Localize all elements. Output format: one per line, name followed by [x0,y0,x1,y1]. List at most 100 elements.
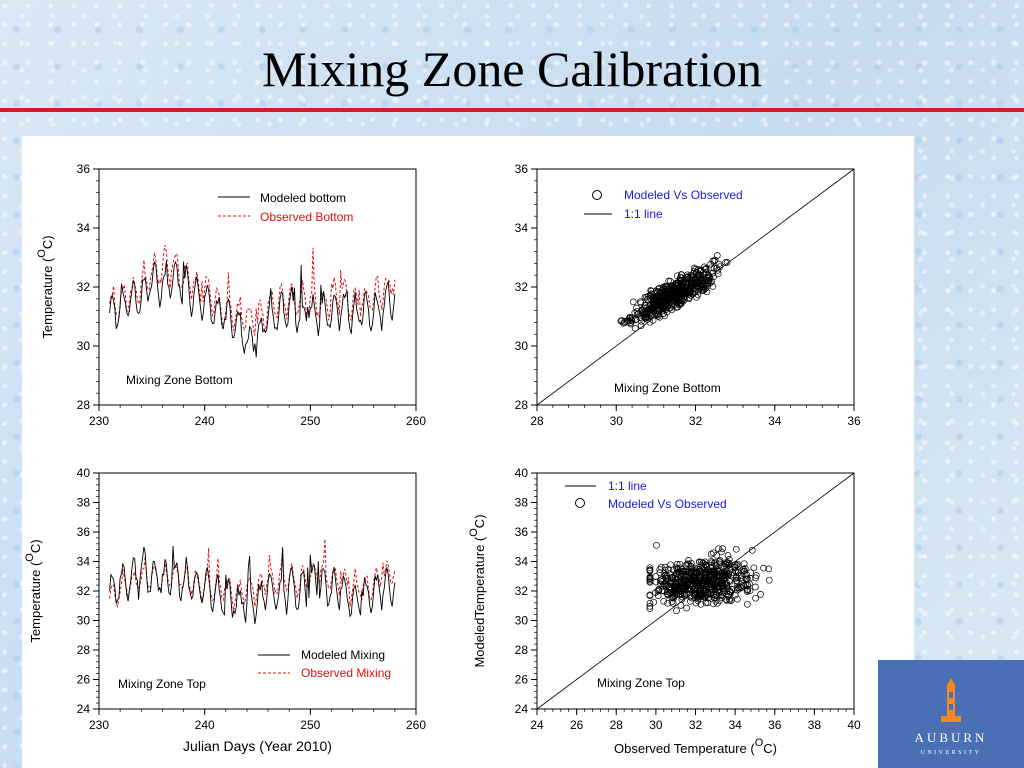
scatter-point [728,586,736,593]
scatter-point [691,580,699,588]
scatter-point [636,298,644,306]
y-axis-label-3: Temperature (OC) [24,539,43,642]
scatter-point [646,306,653,314]
scatter-point [648,287,655,295]
scatter-point [702,276,710,284]
scatter-point [657,296,664,304]
scatter-point [685,286,693,293]
x-axis-label-3: Julian Days (Year 2010) [183,738,332,754]
scatter-point [712,597,720,605]
scatter-point [656,313,664,321]
scatter-point [688,280,696,287]
scatter-point [661,563,669,571]
y-tick-label: 24 [77,702,91,716]
scatter-point [701,558,709,566]
modeled-bottom-line [109,260,396,358]
y-tick-label: 24 [515,702,529,716]
scatter-point [629,298,637,306]
scatter-point [710,273,718,281]
scatter-point [725,595,733,603]
x-tick-label: 26 [570,718,584,732]
scatter-point [680,286,688,294]
scatter-point [698,276,706,284]
scatter-point [650,598,658,606]
x-tick-label: 34 [728,718,742,732]
scatter-point [733,584,741,592]
scatter-point [744,600,751,608]
scatter-point [711,558,719,566]
scatter-point [671,591,678,599]
scatter-point [673,607,680,615]
scatter-point [714,599,721,607]
scatter-point [723,259,731,266]
panel-annotation-2: Mixing Zone Bottom [614,381,721,395]
scatter-point [734,560,742,568]
scatter-point [765,565,773,573]
scatter-point [709,283,717,290]
scatter-point [713,571,721,578]
scatter-point [646,567,654,575]
y-tick-label: 30 [515,339,529,353]
scatter-point [710,549,717,557]
y-tick-label: 36 [77,525,91,539]
scatter-point [694,271,702,279]
x-tick-label: 32 [689,414,703,428]
scatter-point [689,289,696,297]
y-tick-label: 32 [515,280,529,294]
auburn-logo: AUBURN UNIVERSITY [878,660,1024,768]
scatter-point [732,574,740,582]
scatter-point [752,572,760,579]
scatter-point [715,260,723,268]
x-tick-label: 260 [406,414,426,428]
legend-label-modeled-mixing: Modeled Mixing [301,648,385,662]
scatter-point [688,594,695,602]
scatter-point [731,591,739,599]
x-axis-label-4: Observed Temperature (OC) [614,737,777,756]
scatter-point [696,588,704,595]
x-tick-label: 230 [89,718,109,732]
scatter-point [709,257,717,265]
scatter-point [637,299,645,307]
scatter-point [647,287,655,294]
scatter-point [724,584,732,592]
legend-label-modeled-bottom: Modeled bottom [260,191,346,205]
scatter-point [621,318,629,325]
y-tick-label: 34 [77,221,91,235]
legend-label-11-bottom: 1:1 line [624,207,663,221]
tower-icon [941,678,961,722]
scatter-point [677,579,685,587]
y-axis-label-4-text: ModeledTemperature (OC) [468,514,487,667]
x-tick-label: 36 [768,718,782,732]
legend-label-scatter-top: Modeled Vs Observed [608,497,727,511]
scatter-point [740,560,748,568]
scatter-point [692,599,700,607]
y-tick-label: 28 [77,643,91,657]
scatter-point [741,565,749,572]
scatter-point [660,580,668,588]
scatter-point [697,589,704,597]
scatter-point [719,589,727,597]
scatter-point [702,284,710,292]
panel-annotation-4: Mixing Zone Top [597,676,685,690]
scatter-point [657,563,665,571]
scatter-point [691,592,699,600]
scatter-point [667,578,674,586]
scatter-point [637,322,645,329]
x-tick-label: 32 [689,718,703,732]
scatter-point [746,580,753,588]
scatter-point [691,564,699,572]
scatter-point [668,306,676,313]
scatter-point [706,274,713,282]
scatter-point [713,252,721,259]
scatter-point [654,307,661,315]
scatter-point [752,583,759,591]
x-tick-label: 240 [195,718,215,732]
scatter-point [660,597,668,605]
x-tick-label: 30 [649,718,663,732]
scatter-point [684,281,692,289]
scatter-point [672,573,679,581]
scatter-point [656,577,664,584]
scatter-point [633,304,640,312]
scatter-point [627,314,634,322]
scatter-point [654,311,662,319]
